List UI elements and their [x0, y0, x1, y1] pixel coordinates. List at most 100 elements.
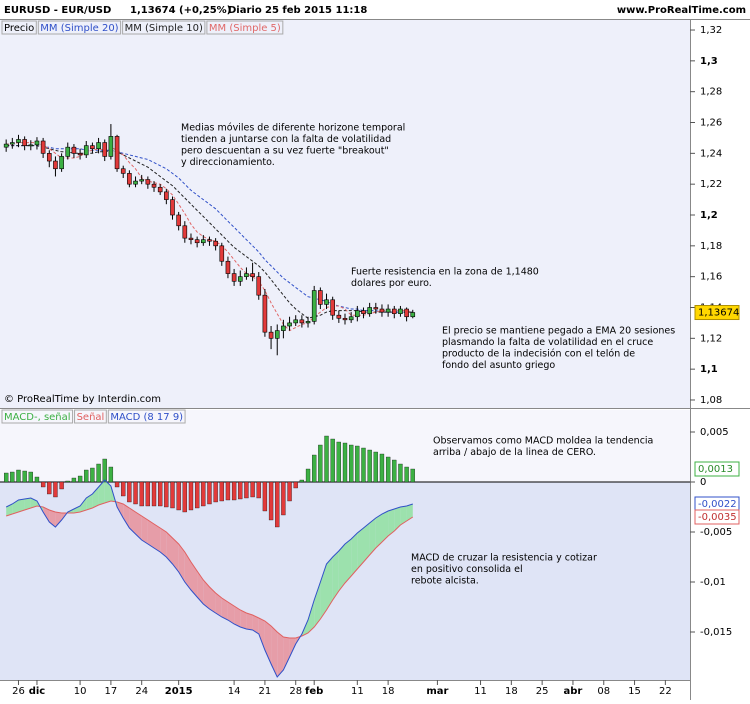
histogram-bar: [194, 481, 200, 509]
histogram-bar: [293, 481, 298, 489]
macd-signal-fill: [55, 512, 62, 527]
annotation: MACD de cruzar la resistencia y cotizar: [411, 553, 597, 564]
x-tick-label: 24: [135, 686, 148, 697]
macd-signal-fill: [240, 610, 247, 629]
macd-signal-fill: [129, 508, 136, 534]
histogram-bar: [238, 481, 243, 500]
histogram-bar: [207, 481, 212, 505]
candle-body: [342, 317, 348, 321]
histogram-bar: [84, 469, 89, 483]
histogram-bar: [188, 481, 194, 511]
candle-body: [274, 330, 280, 339]
histogram-bar: [355, 445, 360, 483]
macd-signal-fill: [363, 523, 370, 562]
header-date: 25 feb 2015 11:18: [265, 5, 367, 16]
candle-body: [336, 314, 342, 319]
histogram-bar: [158, 481, 163, 507]
annotation: en positivo consolida el: [411, 564, 523, 575]
histogram-bar: [268, 481, 274, 521]
moving-average: [6, 145, 413, 319]
candle-body: [16, 139, 21, 143]
y-tick-label: 1,32: [700, 25, 722, 36]
candle-body: [34, 140, 40, 146]
header-period: Diario: [228, 5, 262, 16]
candle-body: [256, 276, 262, 296]
macd-signal-fill: [227, 602, 235, 624]
histogram-bar: [342, 442, 348, 483]
histogram-bar: [324, 435, 329, 483]
candle-body: [28, 144, 34, 147]
histogram-bar: [182, 481, 187, 513]
candle-body: [170, 199, 175, 216]
y-tick-label: 1,28: [700, 87, 722, 98]
histogram-bar: [244, 481, 249, 499]
candle-body: [151, 183, 157, 188]
candle-body: [379, 308, 385, 313]
macd-signal-fill: [184, 552, 191, 590]
macd-signal-fill: [369, 518, 376, 555]
histogram-bar: [121, 481, 126, 497]
candle-body: [293, 319, 299, 324]
x-tick-label: 08: [597, 686, 610, 697]
legend-label: MM (Simple 20): [40, 23, 118, 34]
annotation: rebote alcista.: [411, 576, 479, 587]
macd-signal-fill: [104, 480, 111, 503]
macd-signal-fill: [147, 520, 154, 548]
histogram-bar: [114, 481, 120, 488]
last-value-label: -0,0035: [698, 512, 737, 523]
macd-signal-fill: [24, 498, 31, 510]
x-tick-label: 2015: [165, 686, 193, 697]
macd-signal-fill: [209, 587, 216, 613]
histogram-bar: [299, 479, 305, 483]
macd-signal-fill: [160, 528, 167, 557]
legend-label: Señal: [77, 412, 105, 423]
histogram-bar: [275, 481, 280, 528]
candle-body: [40, 140, 46, 154]
annotation: Observamos como MACD moldea la tendencia: [433, 436, 653, 447]
macd-signal-fill: [215, 593, 222, 617]
y-tick-label: -0,01: [700, 577, 726, 588]
macd-signal-fill: [221, 598, 228, 620]
macd-line: [5, 479, 413, 678]
histogram-bar: [16, 469, 21, 483]
candle-body: [281, 325, 286, 331]
candle-body: [22, 139, 27, 146]
histogram-bar: [10, 471, 15, 483]
histogram-bar: [361, 447, 366, 483]
annotation: plasmando la falta de volatilidad en el …: [442, 337, 653, 348]
histogram-bar: [281, 481, 286, 516]
histogram-bar: [410, 468, 415, 483]
candle-body: [250, 273, 255, 277]
candle-body: [120, 168, 126, 174]
y-tick-label: 0: [700, 477, 706, 488]
histogram-bar: [40, 481, 46, 488]
macd-signal-fill: [117, 502, 124, 518]
histogram-bar: [34, 476, 40, 483]
candle-body: [71, 146, 77, 154]
annotation: fondo del asunto griego: [442, 360, 555, 371]
histogram-bar: [330, 438, 335, 483]
last-value-label: -0,0022: [698, 499, 737, 510]
histogram-bar: [151, 481, 157, 507]
candle-body: [299, 319, 305, 324]
macd-signal-fill: [283, 637, 290, 670]
candle-body: [53, 160, 58, 170]
histogram-bar: [28, 471, 33, 483]
legend-box: [122, 20, 206, 35]
candle-body: [373, 307, 379, 310]
candle-body: [59, 156, 64, 170]
candle-body: [398, 308, 403, 314]
candle-body: [90, 145, 95, 150]
annotation: arriba / abajo de la linea de CERO.: [433, 447, 596, 458]
y-tick-label: 1,08: [700, 395, 722, 406]
y-tick-label: -0,005: [700, 527, 732, 538]
macd-signal-fill: [166, 532, 173, 564]
candle-body: [268, 331, 274, 339]
macd-signal-fill: [191, 562, 198, 597]
macd-signal-fill: [73, 506, 81, 513]
candle-body: [207, 239, 212, 242]
candle-body: [65, 146, 71, 157]
y-tick-label: -0,015: [700, 627, 732, 638]
x-tick-label: 11: [351, 686, 364, 697]
